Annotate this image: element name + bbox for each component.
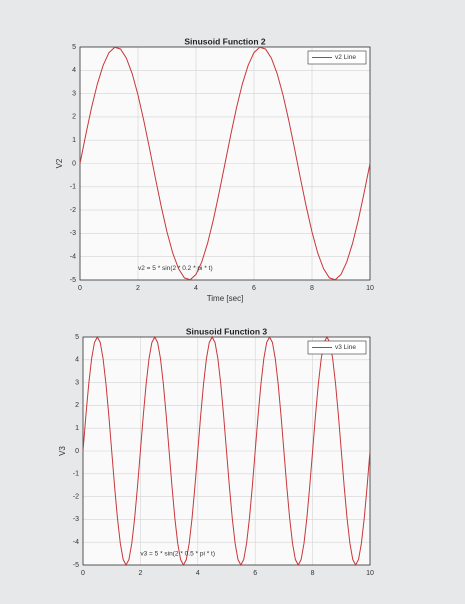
legend-box — [307, 50, 367, 65]
y-tick-label: 0 — [72, 160, 76, 167]
x-tick-label: 10 — [366, 285, 374, 292]
x-tick-label: 0 — [81, 570, 85, 577]
annotation: v3 = 5 * sin(2 * 0.5 * pi * t) — [140, 550, 215, 557]
annotation: v2 = 5 * sin(2 * 0.2 * pi * t) — [138, 265, 213, 272]
y-tick-label: -3 — [73, 516, 79, 523]
y-tick-label: 2 — [72, 114, 76, 121]
y-tick-label: -2 — [73, 493, 79, 500]
y-axis-label: V2 — [55, 158, 64, 168]
y-tick-label: 0 — [75, 448, 79, 455]
y-tick-label: 5 — [75, 334, 79, 341]
y-tick-label: -2 — [70, 207, 76, 214]
series-line — [79, 46, 371, 281]
x-tick-label: 2 — [138, 570, 142, 577]
y-tick-label: -4 — [70, 254, 76, 261]
y-tick-label: -3 — [70, 230, 76, 237]
x-tick-label: 6 — [252, 285, 256, 292]
legend-label: v3 Line — [335, 344, 356, 351]
y-tick-label: -5 — [73, 562, 79, 569]
x-tick-label: 10 — [366, 570, 374, 577]
y-tick-label: -1 — [70, 184, 76, 191]
y-tick-label: 5 — [72, 44, 76, 51]
y-tick-label: 3 — [75, 379, 79, 386]
x-tick-label: 8 — [310, 285, 314, 292]
legend-label: v2 Line — [335, 54, 356, 61]
y-axis-label: V3 — [58, 446, 67, 456]
y-tick-label: -1 — [73, 471, 79, 478]
x-tick-label: 0 — [78, 285, 82, 292]
x-tick-label: 2 — [136, 285, 140, 292]
y-tick-label: 3 — [72, 90, 76, 97]
x-axis-label: Time [sec] — [207, 294, 244, 303]
chart-title: Sinusoid Function 2 — [184, 36, 265, 46]
x-tick-label: 4 — [196, 570, 200, 577]
legend-box — [307, 340, 367, 355]
y-tick-label: 1 — [72, 137, 76, 144]
chart-title: Sinusoid Function 3 — [186, 326, 267, 336]
y-tick-label: 2 — [75, 402, 79, 409]
y-tick-label: 4 — [75, 357, 79, 364]
y-tick-label: -4 — [73, 539, 79, 546]
y-tick-label: 1 — [75, 425, 79, 432]
x-tick-label: 8 — [311, 570, 315, 577]
x-tick-label: 6 — [253, 570, 257, 577]
y-tick-label: 4 — [72, 67, 76, 74]
y-tick-label: -5 — [70, 277, 76, 284]
x-tick-label: 4 — [194, 285, 198, 292]
